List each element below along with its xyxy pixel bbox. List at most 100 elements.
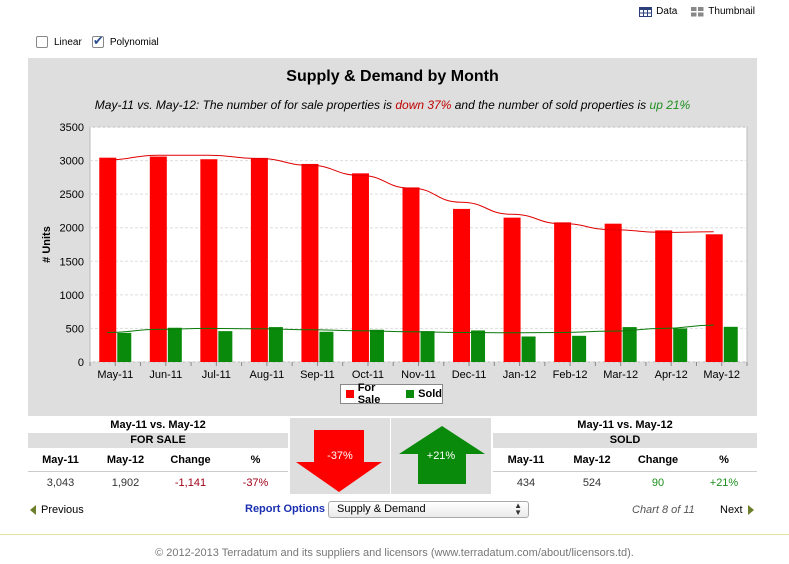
for-sale-swatch — [346, 390, 354, 398]
for-sale-bar — [301, 163, 319, 362]
thumbnail-view-label: Thumbnail — [708, 6, 755, 17]
legend-for-sale: For Sale — [357, 382, 381, 406]
sold-bar — [572, 335, 587, 362]
for-sale-bar — [604, 223, 622, 362]
select-arrows-icon: ▲ ▼ — [514, 501, 522, 517]
previous-link[interactable]: Previous — [30, 504, 84, 516]
x-tick-label: May-11 — [97, 369, 133, 381]
sold-bar — [673, 328, 688, 362]
table-cell: -1,141 — [174, 477, 207, 489]
chart-counter: Chart 8 of 11 — [632, 504, 695, 516]
y-tick-label: 2500 — [60, 189, 84, 201]
sold-bar — [117, 332, 132, 362]
x-tick-label: Jun-11 — [149, 369, 182, 381]
sold-bar — [167, 327, 182, 362]
sold-table-header: May-11 vs. May-12 — [577, 419, 673, 431]
previous-label: Previous — [41, 504, 84, 516]
chart-subtitle: May-11 vs. May-12: The number of for sal… — [28, 98, 757, 112]
column-header: May-11 — [507, 453, 545, 466]
data-view-label: Data — [656, 6, 678, 17]
table-cell: 3,043 — [46, 477, 75, 489]
next-link[interactable]: Next — [720, 504, 754, 516]
y-tick-label: 3000 — [60, 156, 84, 168]
x-tick-label: Jan-12 — [503, 369, 537, 381]
footer-copyright: © 2012-2013 Terradatum and its suppliers… — [155, 547, 634, 559]
previous-arrow-icon — [30, 505, 36, 515]
x-tick-label: Sep-11 — [300, 369, 335, 381]
sold-table-row: 434 524 90 +21% — [493, 472, 757, 494]
table-cell: 524 — [582, 477, 602, 489]
table-cell: 434 — [516, 477, 536, 489]
down-arrow-icon — [296, 430, 382, 492]
for-sale-bar — [402, 187, 420, 362]
column-header: May-12 — [573, 453, 611, 466]
for-sale-bar — [351, 173, 369, 362]
report-options-link[interactable]: Report Options — [245, 503, 326, 515]
sold-swatch — [406, 390, 415, 398]
for-sale-table-subheader: FOR SALE — [28, 433, 288, 448]
for-sale-bar — [99, 157, 117, 362]
supply-demand-chart: 0 500 1000 1500 2000 2500 3000 3500 # Units May-1… — [41, 122, 748, 381]
sold-bar — [369, 329, 384, 362]
subtitle-mid: and the number of sold properties is — [451, 98, 650, 112]
down-arrow-label: -37% — [327, 450, 353, 462]
footer-divider — [0, 534, 789, 535]
report-select[interactable]: Supply & Demand ▲ ▼ — [328, 501, 529, 518]
up-arrow-box: +21% — [391, 418, 491, 494]
for-sale-trendline — [107, 154, 714, 233]
x-tick-label: May-12 — [703, 369, 740, 381]
for-sale-bar — [705, 234, 723, 362]
x-tick-label: Apr-12 — [655, 369, 688, 381]
for-sale-table-row: 3,043 1,902 -1,141 -37% — [28, 472, 288, 494]
for-sale-table: May-11 vs. May-12 FOR SALE May-11 May-12… — [28, 418, 288, 494]
view-toggle-bar: Data Thumbnail — [639, 6, 755, 17]
x-tick-label: Jul-11 — [202, 369, 231, 381]
y-tick-label: 1000 — [60, 290, 84, 302]
up-arrow-icon — [399, 426, 485, 484]
column-header: May-11 — [42, 453, 79, 466]
for-sale-bar — [200, 159, 218, 362]
next-label: Next — [720, 504, 743, 516]
up-arrow-label: +21% — [426, 450, 456, 462]
next-arrow-icon — [747, 505, 754, 515]
for-sale-table-header: May-11 vs. May-12 — [110, 419, 206, 431]
chart-title: Supply & Demand by Month — [286, 68, 499, 85]
subtitle-prefix: May-11 vs. May-12: The number of for sal… — [94, 98, 396, 112]
sold-bar — [268, 327, 283, 362]
for-sale-bar — [250, 157, 268, 362]
y-tick-label: 1500 — [60, 256, 84, 268]
data-view-link[interactable]: Data — [639, 6, 677, 17]
subtitle-up: up 21% — [649, 98, 691, 112]
thumbnail-view-link[interactable]: Thumbnail — [691, 6, 755, 17]
thumbnail-icon — [691, 6, 704, 16]
x-tick-label: Feb-12 — [553, 369, 588, 381]
for-sale-bar — [149, 156, 167, 362]
subtitle-down: down 37% — [395, 98, 452, 112]
down-arrow-box: -37% — [290, 418, 390, 494]
table-cell: -37% — [242, 477, 269, 489]
for-sale-bar — [554, 222, 572, 362]
report-select-value: Supply & Demand — [337, 503, 426, 515]
sold-bar — [622, 327, 637, 362]
polynomial-checkbox[interactable] — [91, 33, 104, 49]
sold-table-subheader: SOLD — [493, 433, 757, 448]
legend-sold: Sold — [418, 388, 443, 400]
linear-checkbox[interactable] — [36, 36, 48, 48]
sold-table-columns: May-11 May-12 Change % — [493, 448, 757, 472]
for-sale-bar — [453, 208, 471, 362]
for-sale-bar — [503, 217, 521, 362]
sold-bar — [420, 331, 435, 362]
chart-legend: For Sale Sold — [340, 382, 443, 406]
sold-bar — [723, 326, 738, 362]
column-header: May-12 — [106, 453, 145, 466]
table-cell: 90 — [651, 477, 665, 489]
for-sale-bar — [655, 230, 673, 362]
table-icon — [639, 6, 653, 17]
sold-bar — [218, 331, 233, 362]
polynomial-label: Polynomial — [109, 36, 159, 48]
column-header: Change — [170, 453, 211, 466]
sold-table: May-11 vs. May-12 SOLD May-11 May-12 Cha… — [493, 418, 757, 494]
y-tick-label: 3500 — [60, 122, 84, 134]
x-tick-label: Aug-11 — [250, 369, 285, 381]
for-sale-table-columns: May-11 May-12 Change % — [28, 448, 288, 472]
